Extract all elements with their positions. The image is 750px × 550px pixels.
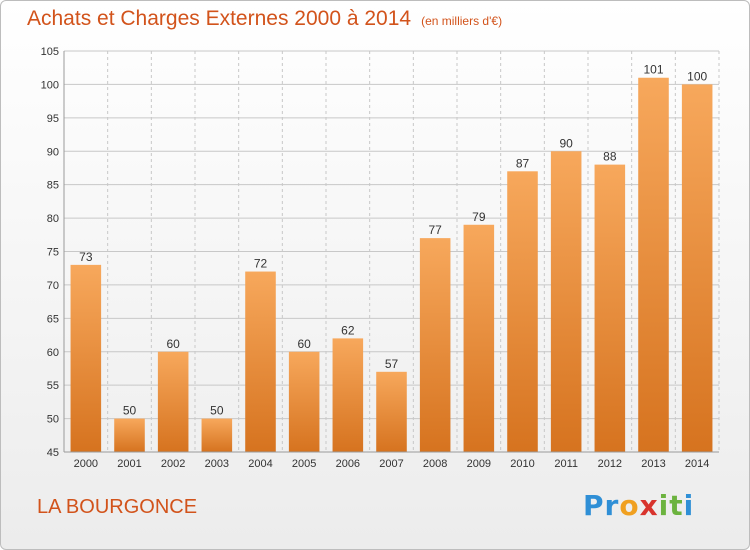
- y-tick-label: 50: [47, 414, 59, 426]
- value-label-2004: 72: [254, 257, 268, 271]
- x-tick-label-2002: 2002: [161, 458, 185, 470]
- logo-letter: x: [639, 489, 659, 522]
- x-tick-label-2013: 2013: [641, 458, 665, 470]
- x-tick-label-2000: 2000: [74, 458, 98, 470]
- bar-2006[interactable]: [332, 338, 364, 452]
- y-tick-label: 80: [47, 213, 59, 225]
- value-label-2009: 79: [472, 210, 486, 224]
- value-label-2014: 100: [687, 69, 707, 83]
- logo-letter: P: [583, 489, 605, 522]
- x-tick-label-2014: 2014: [685, 458, 709, 470]
- value-label-2002: 60: [166, 337, 180, 351]
- x-tick-label-2012: 2012: [598, 458, 622, 470]
- logo-letter: i: [683, 489, 695, 522]
- bar-2010[interactable]: [507, 171, 538, 453]
- bar-2000[interactable]: [70, 264, 102, 452]
- x-tick-label-2008: 2008: [423, 458, 447, 470]
- y-tick-label: 45: [47, 447, 59, 459]
- x-tick-label-2011: 2011: [554, 458, 578, 470]
- y-tick-label: 100: [41, 79, 59, 91]
- x-tick-label-2007: 2007: [379, 458, 403, 470]
- x-tick-label-2009: 2009: [467, 458, 491, 470]
- y-tick-label: 65: [47, 313, 59, 325]
- value-label-2005: 60: [297, 337, 311, 351]
- bar-2003[interactable]: [201, 418, 233, 452]
- x-tick-label-2005: 2005: [292, 458, 316, 470]
- x-tick-label-2001: 2001: [117, 458, 141, 470]
- value-label-2011: 90: [559, 136, 573, 150]
- x-tick-label-2004: 2004: [248, 458, 272, 470]
- bar-2014[interactable]: [681, 84, 713, 453]
- value-label-2010: 87: [516, 156, 530, 170]
- bar-2012[interactable]: [594, 164, 626, 452]
- value-label-2007: 57: [385, 357, 399, 371]
- value-label-2013: 101: [643, 63, 663, 77]
- logo-letter: t: [669, 489, 684, 522]
- y-tick-label: 60: [47, 347, 59, 359]
- value-label-2000: 73: [79, 250, 93, 264]
- value-label-2012: 88: [603, 150, 617, 164]
- x-tick-label-2006: 2006: [336, 458, 360, 470]
- proxiti-logo[interactable]: Proxiti: [583, 489, 694, 522]
- x-tick-label-2003: 2003: [205, 458, 229, 470]
- y-tick-label: 85: [47, 180, 59, 192]
- bar-2001[interactable]: [114, 418, 145, 452]
- logo-letter: i: [658, 489, 670, 522]
- bar-2002[interactable]: [157, 351, 189, 452]
- chart-title: Achats et Charges Externes 2000 à 2014 (e…: [27, 7, 502, 31]
- y-tick-label: 55: [47, 380, 59, 392]
- place-name: LA BOURGONCE: [37, 496, 198, 518]
- bar-2008[interactable]: [419, 238, 451, 452]
- y-tick-label: 105: [41, 46, 59, 58]
- value-label-2006: 62: [341, 323, 355, 337]
- value-label-2001: 50: [123, 404, 137, 418]
- bar-2011[interactable]: [550, 151, 582, 452]
- bar-2009[interactable]: [463, 224, 495, 452]
- y-tick-label: 75: [47, 247, 59, 259]
- value-label-2008: 77: [428, 223, 442, 237]
- bar-2007[interactable]: [376, 371, 407, 452]
- logo-letter: o: [619, 489, 640, 522]
- bar-2004[interactable]: [245, 271, 276, 452]
- axis-layer: 45 50 55 60 65 70 75 80 85 90 95 100 105 73 2000 50 2001…: [41, 46, 719, 470]
- value-label-2003: 50: [210, 404, 224, 418]
- chart-subtitle: (en milliers d'€): [421, 14, 503, 28]
- logo-letter: r: [604, 489, 620, 522]
- bar-layer: [70, 77, 713, 453]
- bar-2013[interactable]: [638, 77, 669, 452]
- y-tick-label: 70: [47, 280, 59, 292]
- chart-title-text: Achats et Charges Externes 2000 à 2014: [27, 7, 412, 30]
- y-tick-label: 95: [47, 113, 59, 125]
- bar-2005[interactable]: [288, 351, 320, 452]
- y-tick-label: 90: [47, 146, 59, 158]
- x-tick-label-2010: 2010: [510, 458, 534, 470]
